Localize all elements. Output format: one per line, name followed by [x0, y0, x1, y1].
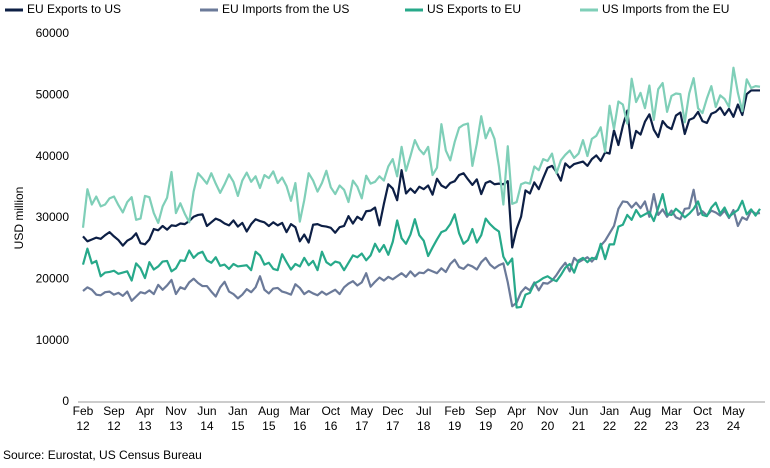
- x-tick-label: Apr 13: [135, 404, 155, 433]
- x-tick-label: Nov 20: [536, 404, 559, 433]
- y-tick-label: 10000: [36, 333, 70, 347]
- x-tick-label: Jul 18: [416, 404, 432, 433]
- x-tick-label: Feb 12: [72, 404, 94, 433]
- series-line: [82, 89, 760, 249]
- y-tick-label: 60000: [36, 26, 70, 40]
- x-tick-label: Jun 21: [568, 404, 589, 433]
- legend-label: US Imports from the EU: [602, 2, 729, 16]
- y-tick-label: 20000: [36, 272, 70, 286]
- x-tick-label: Aug 15: [258, 404, 280, 433]
- legend-label: US Exports to EU: [427, 2, 521, 16]
- x-tick-label: Mar 23: [661, 404, 682, 433]
- x-tick-label: Oct 23: [693, 404, 712, 433]
- series-line: [81, 192, 761, 309]
- y-tick-label: 50000: [36, 88, 70, 102]
- x-tick-label: Jan 15: [228, 404, 248, 433]
- x-tick-label: Dec 17: [382, 404, 404, 433]
- x-tick-label: May 17: [350, 404, 374, 433]
- x-tick-label: Apr 20: [507, 404, 526, 433]
- series-line: [81, 66, 761, 228]
- x-tick-label: Jun 14: [197, 404, 217, 433]
- x-tick-label: Sep 12: [103, 404, 125, 433]
- y-axis-title: USD million: [12, 187, 26, 250]
- legend-label: EU Exports to US: [27, 2, 121, 16]
- x-tick-label: Mar 16: [289, 404, 311, 433]
- series-line: [82, 188, 761, 308]
- y-tick-label: 0: [62, 394, 69, 408]
- x-tick-label: Jan 22: [599, 404, 620, 433]
- x-tick-label: May 24: [722, 404, 745, 433]
- x-tick-label: Feb 19: [444, 404, 466, 433]
- source-note: Source: Eurostat, US Census Bureau: [3, 448, 202, 462]
- y-tick-label: 30000: [36, 210, 70, 224]
- x-tick-label: Nov 13: [165, 404, 187, 433]
- legend-label: EU Imports from the US: [222, 2, 349, 16]
- y-tick-label: 40000: [36, 149, 70, 163]
- x-tick-label: Aug 22: [629, 404, 652, 433]
- x-tick-label: Sep 19: [474, 404, 497, 433]
- x-tick-label: Oct 16: [321, 404, 341, 433]
